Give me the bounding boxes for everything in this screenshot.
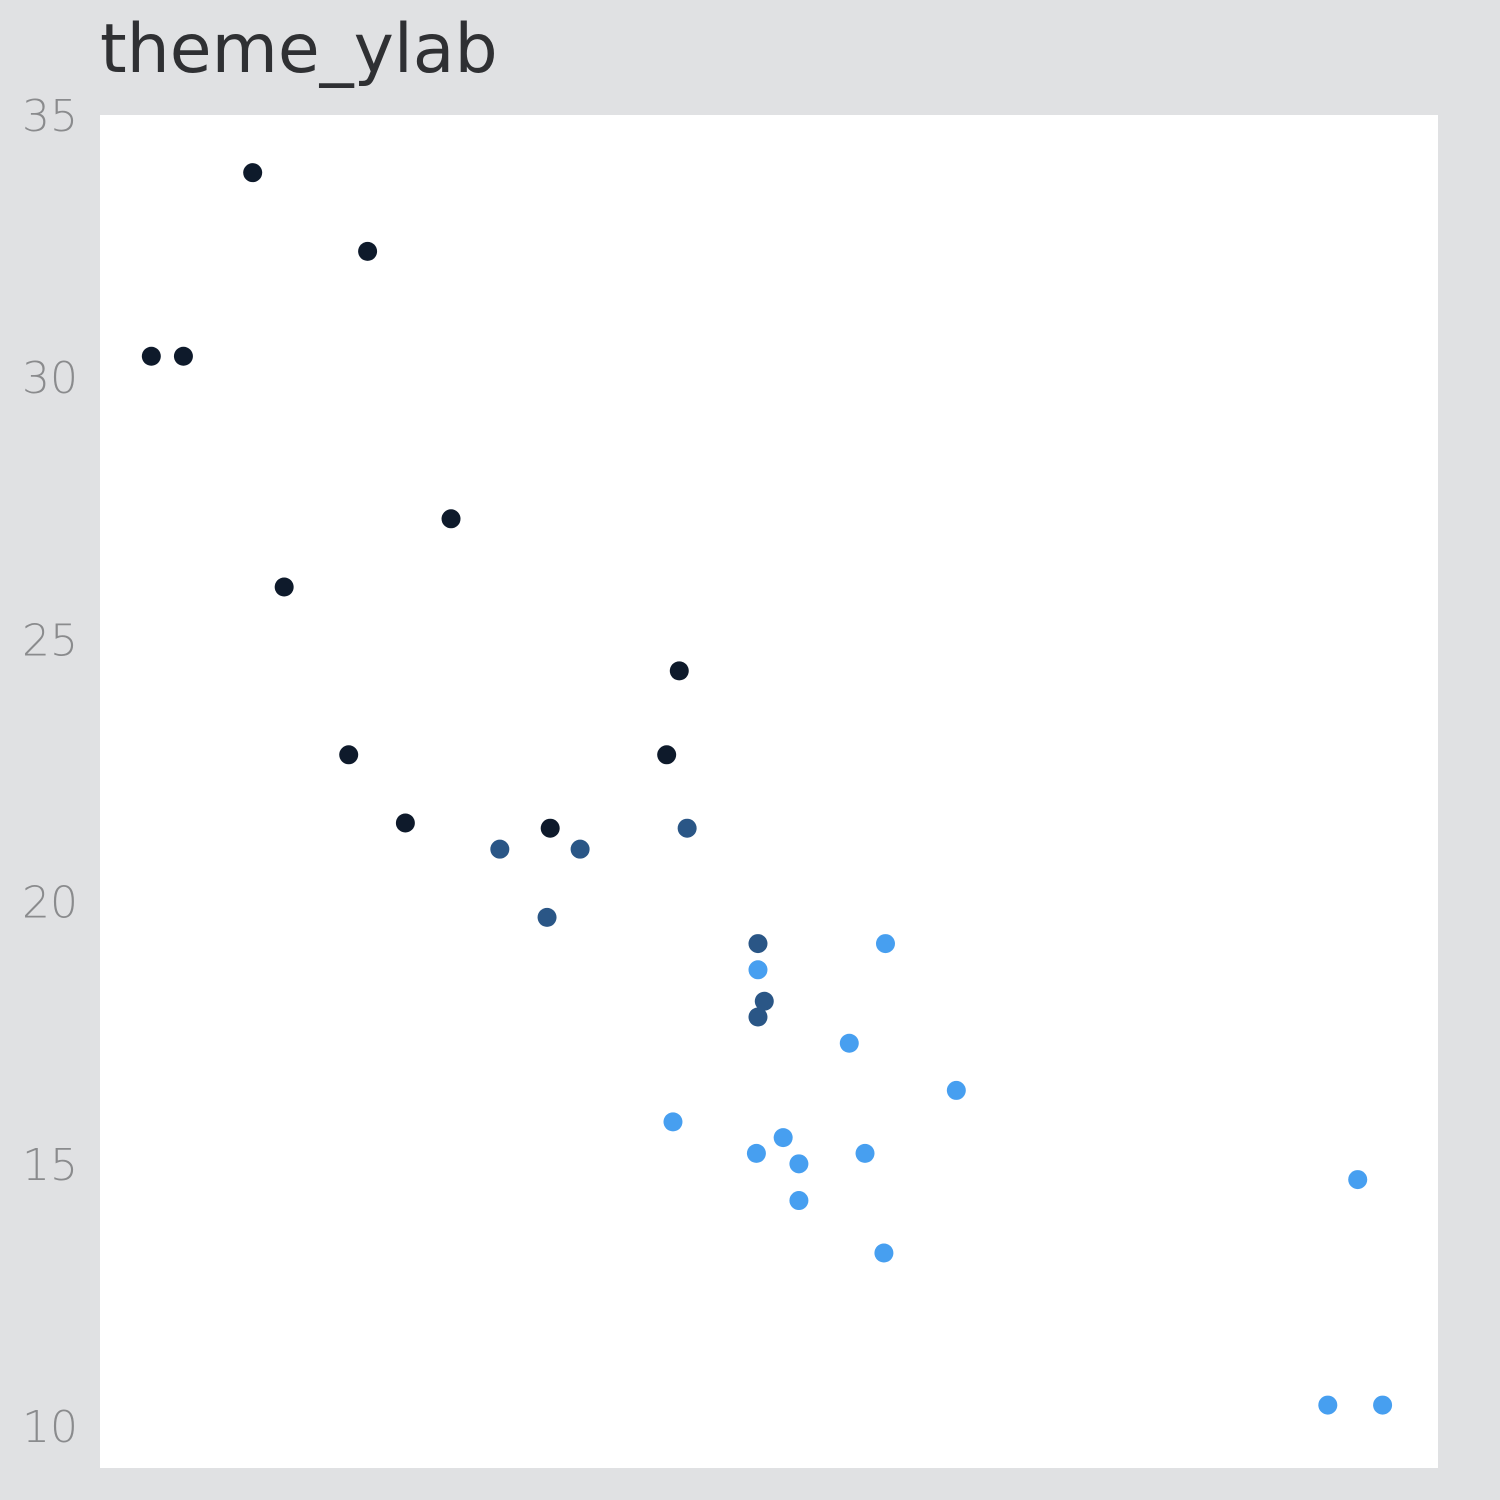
- data-point: [663, 1112, 683, 1132]
- data-point: [669, 661, 689, 681]
- data-point: [441, 509, 461, 529]
- data-point: [395, 813, 415, 833]
- data-point: [874, 1243, 894, 1263]
- data-point: [274, 577, 294, 597]
- data-point: [789, 1154, 809, 1174]
- data-point: [141, 346, 161, 366]
- data-point: [1318, 1395, 1338, 1415]
- data-point: [570, 839, 590, 859]
- data-point: [1373, 1395, 1393, 1415]
- y-tick-label: 20: [22, 878, 78, 929]
- y-tick-label: 35: [22, 91, 78, 142]
- data-point: [677, 818, 697, 838]
- y-axis-tick-labels: 10 15 20 25 30 35: [22, 91, 78, 1453]
- data-point: [773, 1128, 793, 1148]
- data-point: [946, 1080, 966, 1100]
- data-point: [173, 346, 193, 366]
- data-point: [748, 960, 768, 980]
- data-point: [490, 839, 510, 859]
- data-point: [754, 991, 774, 1011]
- data-points: [141, 163, 1393, 1415]
- y-tick-label: 10: [22, 1402, 78, 1453]
- data-point: [748, 934, 768, 954]
- data-point: [839, 1033, 859, 1053]
- data-point: [243, 163, 263, 183]
- data-point: [657, 745, 677, 765]
- data-point: [875, 934, 895, 954]
- data-point: [339, 745, 359, 765]
- data-point: [748, 1007, 768, 1027]
- data-point: [537, 907, 557, 927]
- data-point: [540, 818, 560, 838]
- chart-title: theme_ylab: [100, 10, 498, 89]
- data-point: [746, 1143, 766, 1163]
- data-point: [789, 1191, 809, 1211]
- y-tick-label: 15: [22, 1140, 78, 1191]
- plot-panel: [100, 115, 1438, 1468]
- y-tick-label: 25: [22, 615, 78, 666]
- data-point: [1348, 1170, 1368, 1190]
- data-point: [358, 241, 378, 261]
- data-point: [855, 1143, 875, 1163]
- y-tick-label: 30: [22, 353, 78, 404]
